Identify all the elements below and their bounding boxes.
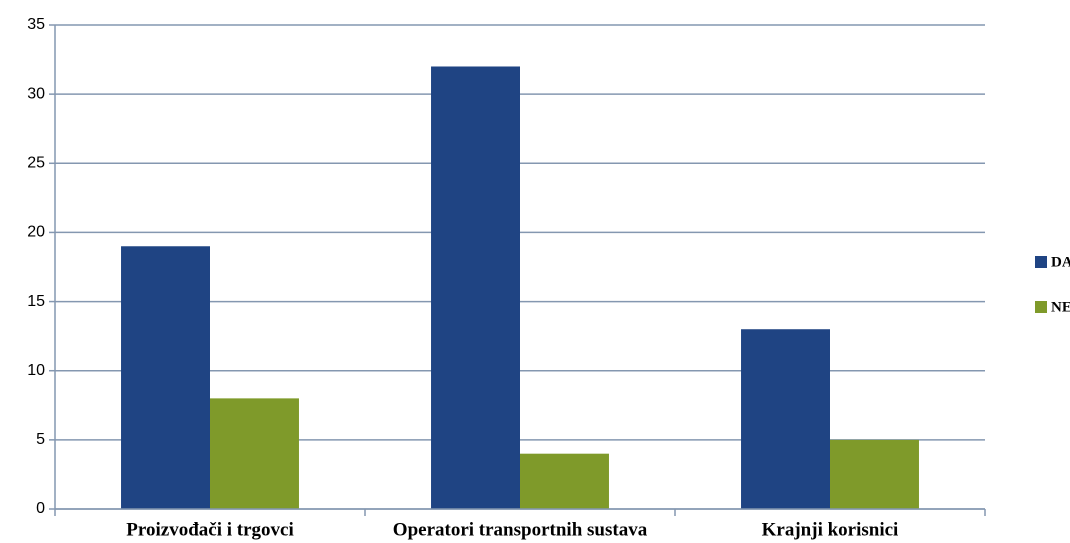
bar (830, 439, 919, 509)
legend-swatch (1035, 256, 1047, 268)
legend-label: NE (1051, 299, 1070, 315)
y-tick-label: 35 (27, 16, 45, 33)
legend-swatch (1035, 301, 1047, 313)
bar (741, 329, 830, 509)
bar (431, 66, 520, 509)
y-tick-label: 25 (27, 155, 45, 172)
y-tick-label: 10 (27, 362, 45, 379)
x-tick-label: Krajnji korisnici (762, 519, 899, 540)
y-tick-label: 20 (27, 224, 45, 241)
bar (121, 246, 210, 509)
y-tick-label: 5 (36, 431, 45, 448)
legend-label: DA (1051, 254, 1070, 270)
bar (520, 453, 609, 509)
bar (210, 398, 299, 509)
x-tick-label: Proizvođači i trgovci (126, 519, 293, 540)
x-tick-label: Operatori transportnih sustava (393, 519, 648, 540)
y-tick-label: 30 (27, 85, 45, 102)
y-tick-label: 0 (36, 500, 45, 517)
y-tick-label: 15 (27, 293, 45, 310)
